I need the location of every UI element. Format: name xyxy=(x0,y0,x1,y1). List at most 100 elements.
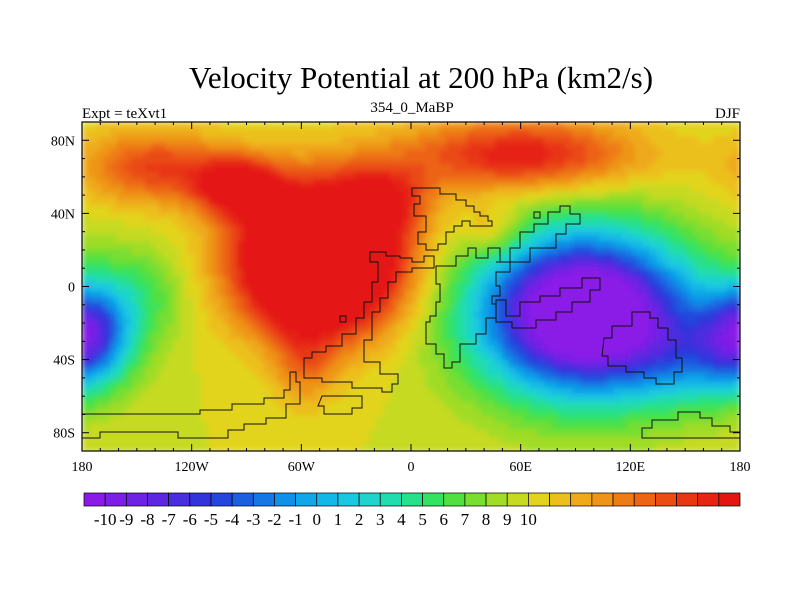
field-cell xyxy=(243,360,251,368)
field-cell xyxy=(327,388,335,396)
field-cell xyxy=(502,367,510,375)
y-tick-label: 0 xyxy=(68,281,75,296)
field-cell xyxy=(432,402,440,410)
field-cell xyxy=(215,227,223,235)
field-cell xyxy=(719,381,727,389)
field-cell xyxy=(628,129,636,137)
field-cell xyxy=(215,234,223,242)
field-cell xyxy=(278,276,286,284)
field-cell xyxy=(684,395,692,403)
field-cell xyxy=(404,262,412,270)
field-cell xyxy=(306,332,314,340)
field-cell xyxy=(495,129,503,137)
field-cell xyxy=(467,283,475,291)
field-cell xyxy=(656,234,664,242)
field-cell xyxy=(593,409,601,417)
field-cell xyxy=(320,395,328,403)
field-cell xyxy=(166,283,174,291)
field-cell xyxy=(376,353,384,361)
field-cell xyxy=(670,206,678,214)
field-cell xyxy=(257,353,265,361)
field-cell xyxy=(642,248,650,256)
field-cell xyxy=(285,241,293,249)
field-cell xyxy=(558,220,566,228)
field-cell xyxy=(355,437,363,445)
field-cell xyxy=(488,360,496,368)
field-cell xyxy=(621,171,629,179)
field-cell xyxy=(425,339,433,347)
field-cell xyxy=(446,164,454,172)
field-cell xyxy=(537,304,545,312)
field-cell xyxy=(341,143,349,151)
field-cell xyxy=(537,339,545,347)
field-cell xyxy=(180,227,188,235)
field-cell xyxy=(187,276,195,284)
field-cell xyxy=(166,318,174,326)
field-cell xyxy=(600,178,608,186)
field-cell xyxy=(425,437,433,445)
field-cell xyxy=(726,199,734,207)
field-cell xyxy=(271,409,279,417)
field-cell xyxy=(481,129,489,137)
field-cell xyxy=(579,150,587,158)
field-cell xyxy=(432,367,440,375)
field-cell xyxy=(243,122,251,130)
field-cell xyxy=(306,318,314,326)
field-cell xyxy=(362,311,370,319)
field-cell xyxy=(313,206,321,214)
field-cell xyxy=(222,234,230,242)
field-cell xyxy=(152,248,160,256)
field-cell xyxy=(544,388,552,396)
field-cell xyxy=(551,213,559,221)
field-cell xyxy=(558,262,566,270)
field-cell xyxy=(285,276,293,284)
field-cell xyxy=(628,199,636,207)
field-cell xyxy=(670,388,678,396)
field-cell xyxy=(684,234,692,242)
field-cell xyxy=(642,185,650,193)
field-cell xyxy=(334,353,342,361)
field-cell xyxy=(530,290,538,298)
field-cell xyxy=(733,297,740,305)
field-cell xyxy=(726,248,734,256)
field-cell xyxy=(684,367,692,375)
field-cell xyxy=(257,157,265,165)
field-cell xyxy=(348,241,356,249)
field-cell xyxy=(733,213,740,221)
field-cell xyxy=(726,283,734,291)
field-cell xyxy=(222,199,230,207)
field-cell xyxy=(628,381,636,389)
field-cell xyxy=(572,255,580,263)
field-cell xyxy=(572,227,580,235)
field-cell xyxy=(593,164,601,172)
field-cell xyxy=(306,157,314,165)
field-cell xyxy=(579,269,587,277)
field-cell xyxy=(152,402,160,410)
field-cell xyxy=(495,157,503,165)
field-cell xyxy=(117,374,125,382)
field-cell xyxy=(712,402,720,410)
field-cell xyxy=(530,192,538,200)
field-cell xyxy=(565,241,573,249)
field-cell xyxy=(439,136,447,144)
field-cell xyxy=(733,339,740,347)
field-cell xyxy=(355,262,363,270)
field-cell xyxy=(103,255,111,263)
field-cell xyxy=(348,269,356,277)
field-cell xyxy=(138,290,146,298)
field-cell xyxy=(530,332,538,340)
field-cell xyxy=(159,318,167,326)
field-cell xyxy=(684,199,692,207)
field-cell xyxy=(208,325,216,333)
field-cell xyxy=(124,318,132,326)
field-cell xyxy=(474,157,482,165)
field-cell xyxy=(257,276,265,284)
field-cell xyxy=(320,318,328,326)
field-cell xyxy=(257,178,265,186)
field-cell xyxy=(481,430,489,438)
field-cell xyxy=(698,346,706,354)
field-cell xyxy=(705,199,713,207)
field-cell xyxy=(579,283,587,291)
field-cell xyxy=(180,374,188,382)
field-cell xyxy=(103,185,111,193)
